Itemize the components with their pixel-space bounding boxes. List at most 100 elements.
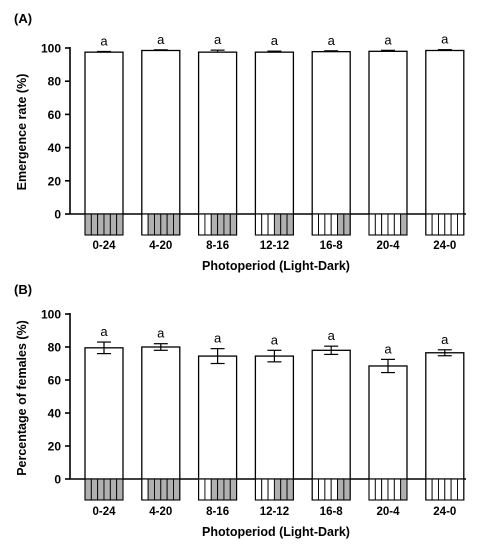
- panel-b-photoperiod-block-20-4-dark: [400, 478, 408, 501]
- panel-a-y-tick-label: 20: [48, 174, 62, 188]
- panel-a-photoperiod-block-24-0-light: [438, 213, 446, 236]
- panel-a-photoperiod-block-8-16-dark: [223, 213, 231, 236]
- panel-b-y-axis-label: Percentage of females (%): [15, 320, 29, 476]
- panel-a-bar-12-12: [254, 51, 295, 215]
- panel-a-significance-0-24: a: [100, 33, 108, 48]
- panel-a-photoperiod-block-16-8-light: [324, 213, 332, 236]
- panel-a-photoperiod-strip-0-24: [84, 213, 124, 236]
- panel-a-photoperiod-block-0-24-dark: [109, 213, 118, 236]
- panel-b-bar-4-20: [141, 346, 181, 480]
- panel-a-photoperiod-block-24-0-light: [431, 213, 439, 236]
- panel-a-bar-24-0: [425, 49, 465, 215]
- panel-a-photoperiod-strip-12-12: [254, 213, 294, 236]
- panel-a-photoperiod-block-20-4-dark: [400, 213, 408, 236]
- panel-b-photoperiod-block-0-24-dark: [84, 478, 92, 501]
- panel-a-photoperiod-block-8-16-light: [198, 213, 206, 236]
- panel-a-photoperiod-block-12-12-dark: [280, 213, 288, 236]
- panel-b-photoperiod-strip-24-0: [425, 478, 465, 501]
- panel-a-photoperiod-block-20-4-light: [393, 213, 402, 236]
- panel-a-photoperiod-block-0-24-dark: [84, 213, 92, 236]
- panel-b: (B) Percentage of females (%) Photoperio…: [14, 282, 466, 539]
- panel-b-photoperiod-block-12-12-light: [254, 478, 263, 501]
- panel-b-photoperiod-block-12-12-dark: [286, 478, 294, 501]
- panel-a-photoperiod-block-24-0-light: [450, 213, 458, 236]
- panel-b-photoperiod-block-4-20-dark: [154, 478, 162, 501]
- panel-b-photoperiod-block-20-4-light: [374, 478, 383, 501]
- panel-a-photoperiod-block-20-4-light: [381, 213, 389, 236]
- panel-b-bar-12-12: [254, 355, 295, 480]
- panel-a-label: (A): [14, 11, 32, 26]
- panel-b-y-tick-label: 20: [48, 440, 62, 454]
- panel-a-bar-16-8: [311, 51, 351, 215]
- panel-a-photoperiod-block-24-0-light: [425, 213, 433, 236]
- panel-a-photoperiod-block-20-4-light: [368, 213, 376, 236]
- panel-a-photoperiod-block-4-20-dark: [166, 213, 174, 236]
- panel-a-photoperiod-block-0-24-dark: [116, 213, 124, 236]
- panel-b-significance-0-24: a: [100, 324, 108, 339]
- panel-b-photoperiod-block-4-20-dark: [173, 478, 181, 501]
- panel-b-significance-24-0: a: [441, 332, 449, 347]
- panel-b-significance-20-4: a: [384, 341, 392, 356]
- panel-b-photoperiod-block-20-4-light: [393, 478, 402, 501]
- panel-b-significance-12-12: a: [271, 332, 279, 347]
- panel-a-significance-4-20: a: [157, 32, 165, 47]
- panel-b-category-label-0-24: 0-24: [92, 506, 116, 518]
- panel-a-photoperiod-block-8-16-dark: [210, 213, 219, 236]
- panel-b-photoperiod-block-0-24-dark: [90, 478, 99, 501]
- panel-b-photoperiod-block-12-12-light: [267, 478, 275, 501]
- panel-a-category-label-20-4: 20-4: [376, 240, 400, 252]
- panel-b-photoperiod-block-4-20-dark: [147, 478, 155, 501]
- panel-b-photoperiod-block-0-24-dark: [103, 478, 111, 501]
- panel-b-photoperiod-block-16-8-light: [324, 478, 332, 501]
- panel-b-photoperiod-block-8-16-dark: [217, 478, 225, 501]
- panel-b-photoperiod-block-8-16-dark: [229, 478, 238, 501]
- panel-b-photoperiod-block-12-12-dark: [273, 478, 282, 501]
- panel-a-category-label-24-0: 24-0: [433, 240, 456, 252]
- panel-a: (A) Emergence rate (%) Photoperiod (Ligh…: [14, 11, 466, 273]
- panel-b-category-label-24-0: 24-0: [433, 506, 456, 518]
- panel-a-bar-4-20: [141, 49, 181, 215]
- panel-b-bar-0-24: [84, 347, 124, 480]
- panel-b-photoperiod-block-24-0-light: [438, 478, 446, 501]
- panel-a-y-tick-label: 100: [41, 42, 61, 56]
- panel-b-significance-8-16: a: [214, 331, 222, 346]
- panel-b-photoperiod-block-24-0-light: [431, 478, 439, 501]
- panel-b-photoperiod-block-0-24-dark: [109, 478, 118, 501]
- panel-b-photoperiod-block-24-0-light: [425, 478, 433, 501]
- panel-a-y-tick-label: 80: [48, 75, 62, 89]
- panel-a-photoperiod-strip-20-4: [368, 213, 408, 236]
- panel-b-bar-20-4: [368, 365, 408, 480]
- panel-b-significance-4-20: a: [157, 326, 165, 341]
- panel-b-y-tick-label: 80: [48, 341, 62, 355]
- panel-a-category-label-16-8: 16-8: [320, 240, 344, 252]
- panel-a-photoperiod-block-20-4-light: [374, 213, 383, 236]
- panel-b-photoperiod-block-0-24-dark: [97, 478, 105, 501]
- panel-b-photoperiod-block-4-20-dark: [160, 478, 168, 501]
- panel-b-bar-8-16: [197, 355, 238, 480]
- panel-b-photoperiod-block-12-12-light: [261, 478, 269, 501]
- panel-b-significance-16-8: a: [328, 328, 336, 343]
- panel-b-photoperiod-block-16-8-light: [311, 478, 319, 501]
- panel-a-photoperiod-block-16-8-light: [318, 213, 326, 236]
- panel-a-photoperiod-block-8-16-light: [204, 213, 212, 236]
- panel-a-significance-12-12: a: [271, 33, 279, 48]
- panel-b-y-tick-label: 0: [54, 473, 61, 487]
- panel-b-photoperiod-block-16-8-dark: [337, 478, 345, 501]
- panel-a-photoperiod-block-0-24-dark: [90, 213, 99, 236]
- panel-a-y-tick-label: 0: [54, 208, 61, 222]
- panel-b-photoperiod-block-8-16-light: [198, 478, 206, 501]
- panel-a-significance-16-8: a: [328, 33, 336, 48]
- panel-a-plot: 0 20 40 60 80 100 a 0-24 a 4-20 a 8-16 a 12-12 a 16-8 a 2…: [41, 32, 466, 252]
- panel-a-photoperiod-block-12-12-dark: [286, 213, 294, 236]
- panel-a-photoperiod-block-4-20-dark: [160, 213, 168, 236]
- panel-b-photoperiod-block-4-20-light: [141, 478, 149, 501]
- panel-b-photoperiod-block-8-16-light: [204, 478, 212, 501]
- panel-a-significance-24-0: a: [441, 32, 449, 47]
- panel-a-significance-8-16: a: [214, 32, 222, 47]
- panel-a-photoperiod-block-0-24-dark: [103, 213, 111, 236]
- panel-b-y-tick-label: 60: [48, 374, 62, 388]
- panel-a-photoperiod-block-24-0-light: [444, 213, 452, 236]
- panel-a-y-tick-label: 60: [48, 108, 62, 122]
- panel-a-bar-8-16: [197, 51, 238, 215]
